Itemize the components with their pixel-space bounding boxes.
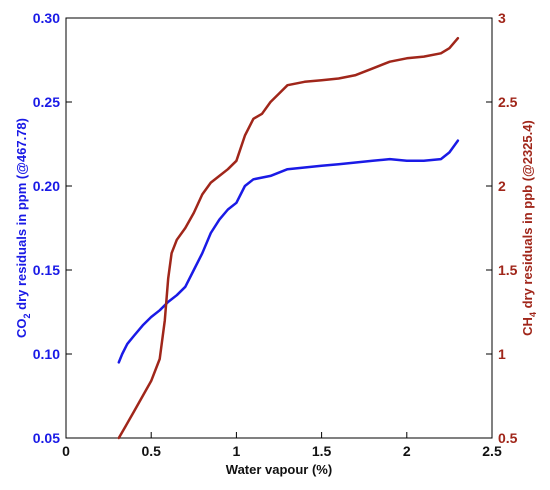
right-tick-label: 2.5 bbox=[498, 94, 518, 110]
right-y-axis-title: CH4 dry residuals in ppb (@2325.4) bbox=[520, 120, 538, 336]
x-axis: 0 0.5 1 1.5 2 2.5 bbox=[62, 432, 502, 459]
right-tick-label: 1.5 bbox=[498, 262, 518, 278]
left-y-axis: 0.05 0.10 0.15 0.20 0.25 0.30 bbox=[33, 10, 72, 446]
right-tick-label: 1 bbox=[498, 346, 506, 362]
left-tick-label: 0.25 bbox=[33, 94, 60, 110]
series-layer bbox=[117, 36, 460, 440]
left-tick-label: 0.20 bbox=[33, 178, 60, 194]
co2-series-line bbox=[117, 139, 460, 364]
left-tick-label: 0.05 bbox=[33, 430, 60, 446]
plot-frame bbox=[65, 17, 493, 439]
right-tick-label: 3 bbox=[498, 10, 506, 26]
right-tick-label: 0.5 bbox=[498, 430, 518, 446]
right-y-axis: 0.5 1 1.5 2 2.5 3 bbox=[486, 10, 518, 446]
x-tick-label: 2.5 bbox=[482, 443, 502, 459]
x-tick-label: 2 bbox=[403, 443, 411, 459]
x-tick-label: 0.5 bbox=[141, 443, 161, 459]
right-tick-label: 2 bbox=[498, 178, 506, 194]
x-axis-title: Water vapour (%) bbox=[226, 462, 332, 477]
left-tick-label: 0.30 bbox=[33, 10, 60, 26]
left-tick-label: 0.15 bbox=[33, 262, 60, 278]
x-tick-label: 1 bbox=[233, 443, 241, 459]
ch4-series-line bbox=[117, 36, 460, 440]
left-y-axis-title: CO2 dry residuals in ppm (@467.78) bbox=[14, 118, 32, 338]
left-tick-label: 0.10 bbox=[33, 346, 60, 362]
x-tick-label: 1.5 bbox=[312, 443, 332, 459]
x-tick-label: 0 bbox=[62, 443, 70, 459]
